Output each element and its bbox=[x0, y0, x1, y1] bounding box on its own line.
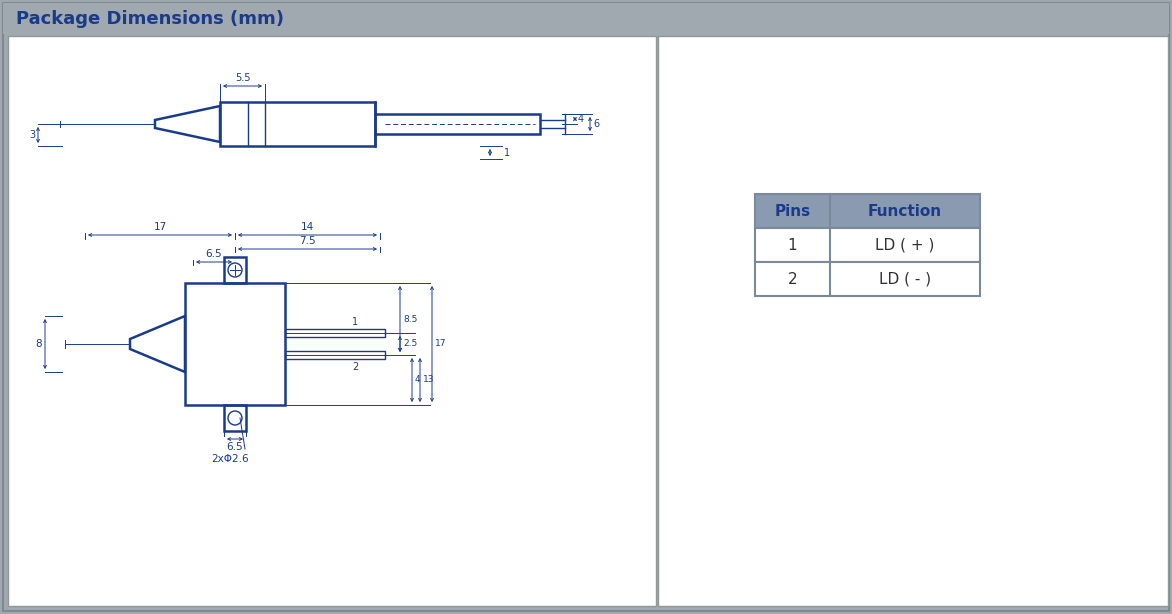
Text: 4: 4 bbox=[415, 376, 421, 384]
Text: 6: 6 bbox=[593, 119, 599, 129]
Bar bbox=[657, 36, 1168, 606]
Text: 8: 8 bbox=[35, 339, 42, 349]
Bar bbox=[224, 405, 246, 431]
Text: 2: 2 bbox=[352, 362, 359, 372]
Bar bbox=[755, 194, 980, 228]
Bar bbox=[185, 283, 285, 405]
Text: 1: 1 bbox=[504, 147, 510, 158]
Text: 17: 17 bbox=[435, 340, 447, 349]
Text: 1: 1 bbox=[788, 238, 797, 252]
Bar bbox=[375, 114, 540, 134]
Text: 2.5: 2.5 bbox=[403, 340, 417, 349]
Text: 1: 1 bbox=[352, 317, 359, 327]
Text: 2: 2 bbox=[788, 271, 797, 287]
Text: 13: 13 bbox=[423, 376, 435, 384]
Bar bbox=[755, 262, 980, 296]
Text: Package Dimensions (mm): Package Dimensions (mm) bbox=[16, 10, 284, 28]
Text: LD ( + ): LD ( + ) bbox=[875, 238, 935, 252]
Text: LD ( - ): LD ( - ) bbox=[879, 271, 931, 287]
Text: 8.5: 8.5 bbox=[403, 314, 417, 324]
Text: 3: 3 bbox=[29, 130, 35, 140]
Text: Function: Function bbox=[868, 203, 942, 219]
Text: Pins: Pins bbox=[775, 203, 811, 219]
Bar bbox=[4, 3, 1168, 34]
Bar bbox=[220, 102, 375, 146]
Text: 5.5: 5.5 bbox=[234, 73, 251, 83]
Text: 2xΦ2.6: 2xΦ2.6 bbox=[211, 454, 248, 464]
Bar bbox=[285, 329, 384, 337]
Text: 17: 17 bbox=[154, 222, 166, 232]
Text: 6.5: 6.5 bbox=[206, 249, 223, 259]
Text: 14: 14 bbox=[301, 222, 314, 232]
Bar bbox=[8, 36, 656, 606]
Text: 7.5: 7.5 bbox=[299, 236, 315, 246]
Bar bbox=[285, 351, 384, 359]
Text: 4: 4 bbox=[578, 114, 584, 124]
Text: 6.5: 6.5 bbox=[226, 442, 244, 452]
Bar bbox=[755, 228, 980, 262]
Bar bbox=[224, 257, 246, 283]
